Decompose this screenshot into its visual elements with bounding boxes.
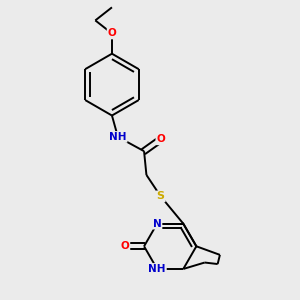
Text: O: O	[156, 134, 165, 144]
Text: NH: NH	[109, 132, 127, 142]
Text: NH: NH	[148, 264, 166, 274]
Text: O: O	[121, 241, 129, 251]
Text: N: N	[153, 219, 161, 229]
Text: S: S	[157, 191, 165, 201]
Text: O: O	[108, 28, 116, 38]
